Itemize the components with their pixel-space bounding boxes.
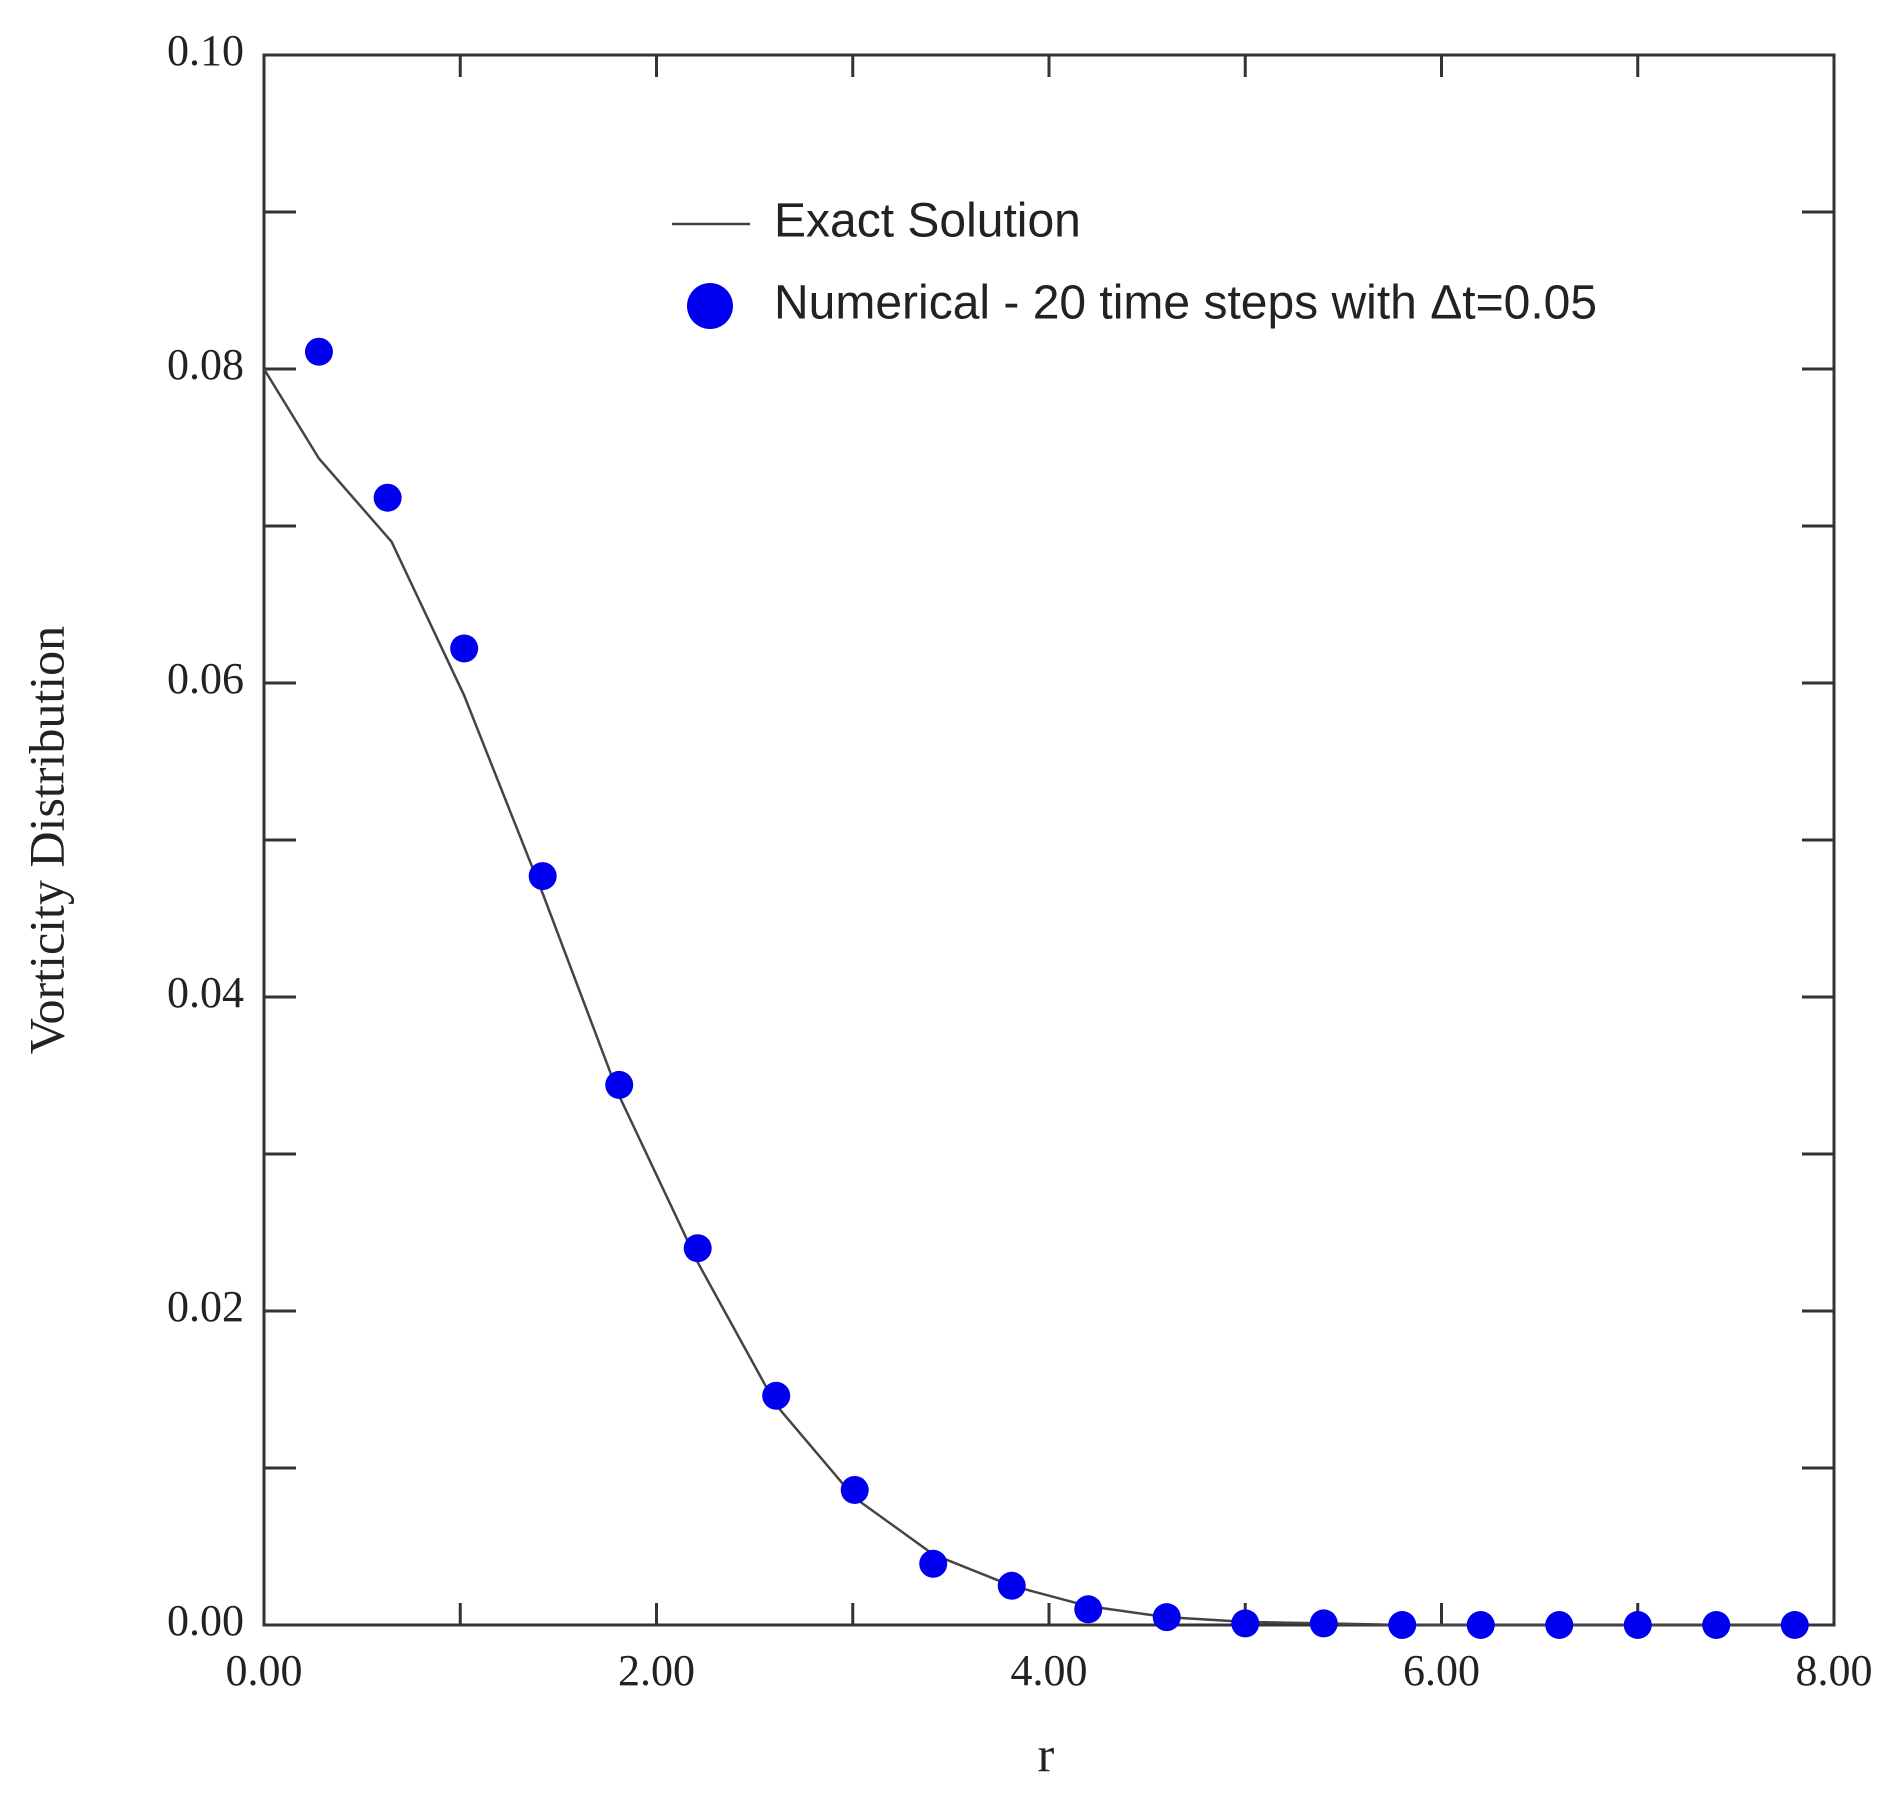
y-tick-label: 0.00 [167, 1596, 244, 1645]
plot-frame [262, 53, 1836, 1627]
legend-label: Numerical - 20 time steps with Δt=0.05 [774, 277, 1597, 330]
numerical-point [1702, 1611, 1731, 1639]
numerical-point [840, 1475, 869, 1504]
numerical-point [1545, 1611, 1574, 1639]
y-tick-label: 0.10 [167, 26, 244, 75]
y-tick-label: 0.08 [167, 340, 244, 389]
x-tick-label: 2.00 [618, 1646, 695, 1695]
y-axis-label: Vorticity Distribution [18, 626, 74, 1054]
legend-label: Exact Solution [774, 195, 1081, 248]
x-tick-label: 8.00 [1796, 1646, 1873, 1695]
exact-line [262, 368, 1795, 1627]
numerical-point [450, 634, 479, 663]
numerical-point [1466, 1611, 1495, 1639]
numerical-point [304, 337, 333, 366]
x-axis-label: r [1038, 1726, 1055, 1782]
numerical-point [683, 1234, 712, 1263]
legend-marker [687, 283, 733, 329]
x-tick-label: 6.00 [1403, 1646, 1480, 1695]
y-tick-label: 0.06 [167, 654, 244, 703]
numerical-point [1623, 1611, 1652, 1639]
numerical-point [1152, 1603, 1181, 1632]
numerical-point [1780, 1611, 1809, 1639]
numerical-point [1388, 1611, 1417, 1639]
numerical-point [605, 1070, 634, 1099]
y-tick-label: 0.02 [167, 1282, 244, 1331]
y-tick-label: 0.04 [167, 968, 244, 1017]
x-tick-label: 0.00 [226, 1646, 303, 1695]
numerical-point [919, 1549, 948, 1578]
numerical-point [1231, 1609, 1260, 1638]
numerical-point [1074, 1595, 1103, 1624]
numerical-point [528, 862, 557, 891]
numerical-point [997, 1571, 1026, 1600]
numerical-point [762, 1381, 791, 1410]
numerical-point [1309, 1609, 1338, 1638]
numerical-point [373, 483, 402, 512]
x-tick-label: 4.00 [1011, 1646, 1088, 1695]
